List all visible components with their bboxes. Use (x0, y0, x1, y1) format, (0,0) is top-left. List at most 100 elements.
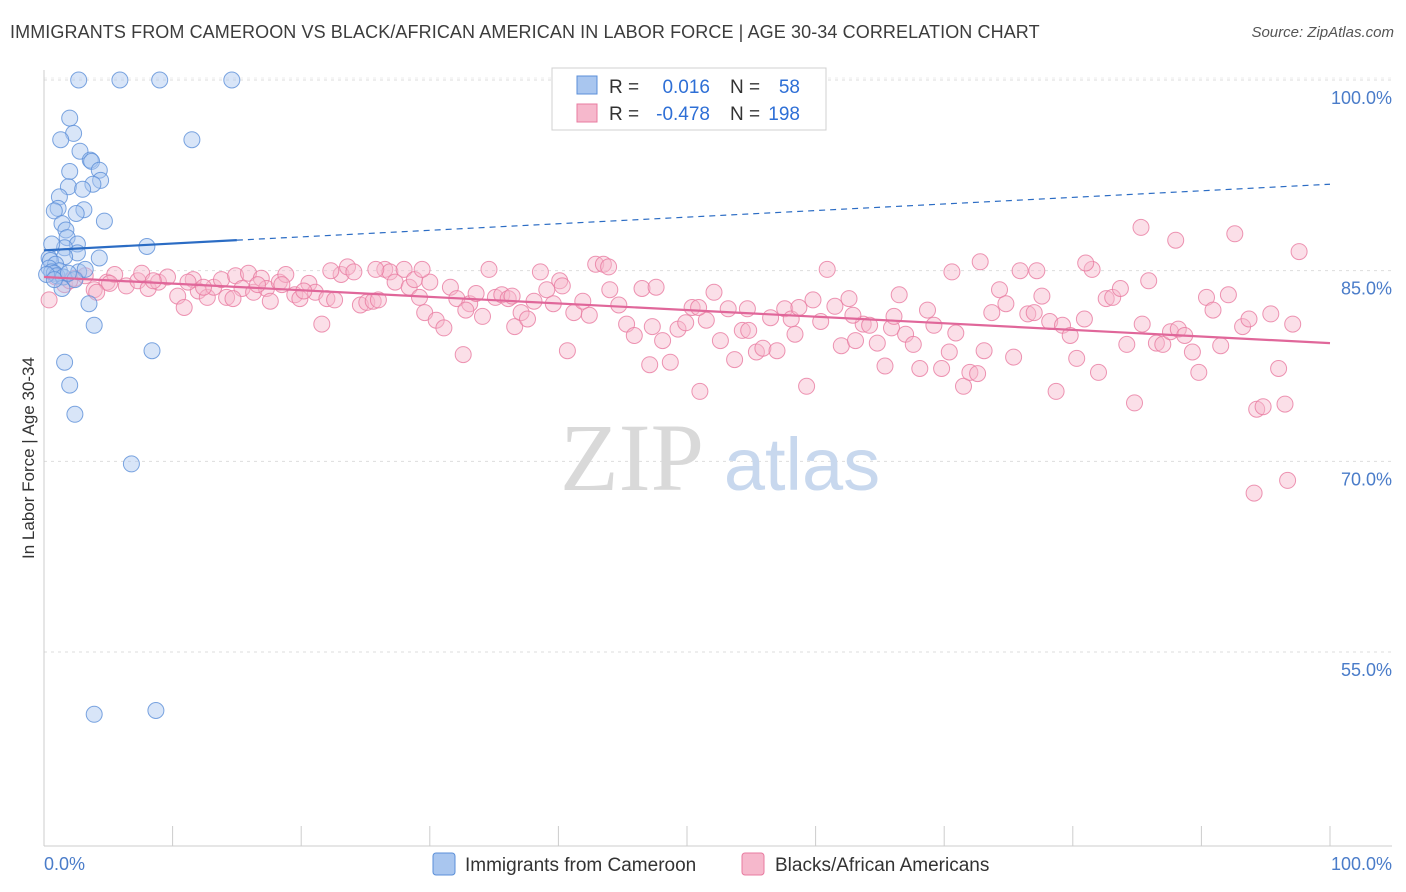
data-point-pink (1075, 310, 1093, 328)
data-point-blue (92, 171, 110, 189)
legend-n-label-blue: N = (730, 77, 760, 98)
y-tick-label: 55.0% (1341, 660, 1392, 680)
data-point-blue (66, 405, 84, 423)
data-point-pink (1047, 382, 1065, 400)
bottom-legend-swatch-blue (432, 852, 456, 876)
data-point-pink (691, 382, 709, 400)
data-point-pink (1011, 262, 1029, 280)
data-point-pink (345, 263, 363, 281)
data-point-blue (223, 71, 241, 89)
data-point-pink (1167, 231, 1185, 249)
data-point-pink (195, 278, 212, 296)
data-point-pink (1212, 337, 1230, 355)
data-point-pink (1068, 349, 1086, 367)
data-point-pink (198, 288, 216, 306)
data-point-pink (519, 310, 536, 328)
data-point-pink (600, 258, 618, 276)
trendline-pink (43, 275, 1331, 345)
data-point-pink (625, 327, 643, 344)
data-point-pink (762, 309, 780, 327)
data-point-pink (1219, 286, 1237, 304)
data-point-blue (143, 342, 161, 360)
data-point-pink (1190, 363, 1208, 381)
source-label: Source: ZipAtlas.com (1251, 24, 1394, 41)
data-point-pink (786, 325, 804, 343)
data-point-blue (183, 131, 201, 149)
data-point-pink (997, 295, 1015, 313)
data-point-pink (421, 273, 439, 291)
data-point-pink (551, 272, 569, 290)
bottom-legend: Immigrants from Cameroon Blacks/African … (432, 852, 989, 876)
data-point-pink (1097, 290, 1115, 308)
data-point-pink (661, 353, 679, 371)
legend-r-value-pink: -0.478 (656, 104, 710, 125)
data-point-blue (45, 271, 63, 289)
data-point-pink (969, 365, 987, 383)
data-point-pink (876, 357, 894, 375)
data-point-pink (719, 300, 737, 318)
data-point-pink (633, 280, 651, 297)
data-point-pink (943, 263, 961, 281)
data-point-pink (890, 286, 908, 304)
data-point-blue (56, 353, 74, 371)
y-axis-label: In Labor Force | Age 30-34 (19, 357, 38, 559)
data-point-blue (95, 212, 113, 230)
data-point-pink (798, 377, 816, 395)
legend-r-label-pink: R = (609, 104, 639, 125)
data-point-pink (1132, 218, 1150, 236)
watermark-zip: ZIP (560, 404, 704, 511)
data-point-pink (213, 271, 230, 289)
y-tick-label: 70.0% (1341, 469, 1392, 489)
data-point-pink (1262, 305, 1280, 323)
data-point-pink (768, 342, 786, 360)
legend-frame (551, 67, 827, 131)
data-point-pink (726, 351, 744, 369)
data-point-pink (826, 297, 844, 315)
data-point-pink (601, 281, 619, 299)
data-point-pink (610, 296, 628, 314)
data-point-pink (1118, 335, 1136, 353)
data-point-pink (1061, 327, 1079, 344)
data-point-pink (705, 283, 723, 301)
legend-n-value-blue: 58 (779, 77, 800, 98)
data-point-pink (740, 321, 758, 339)
data-point-pink (1090, 363, 1107, 381)
data-point-pink (1025, 304, 1043, 322)
data-point-pink (1077, 254, 1095, 272)
data-point-pink (1279, 471, 1297, 489)
data-point-pink (175, 299, 193, 316)
data-point-pink (457, 301, 475, 319)
data-point-pink (531, 263, 549, 281)
data-point-blue (75, 201, 93, 219)
trendline-blue (43, 239, 237, 252)
data-point-blue (58, 229, 76, 247)
bottom-legend-swatch-pink (741, 852, 765, 876)
data-point-pink (594, 255, 612, 273)
data-point-pink (1245, 484, 1263, 502)
data-point-pink (975, 342, 993, 360)
data-point-pink (844, 306, 862, 324)
data-point-blue (61, 109, 79, 127)
data-point-pink (381, 263, 399, 281)
data-point-blue (90, 249, 108, 267)
data-point-pink (1133, 315, 1151, 333)
data-point-pink (911, 360, 929, 377)
data-point-pink (641, 356, 659, 374)
trendlines (43, 183, 1331, 345)
data-point-pink (643, 318, 661, 336)
data-point-pink (1083, 260, 1101, 278)
data-point-pink (261, 292, 279, 310)
data-point-pink (395, 260, 413, 278)
legend-r-value-blue: 0.016 (662, 77, 710, 98)
trendline-blue-extension (236, 183, 1331, 241)
data-point-blue (43, 235, 61, 253)
data-point-blue (80, 295, 98, 313)
data-point-pink (1240, 310, 1258, 328)
data-point-pink (1111, 280, 1129, 297)
data-point-pink (1270, 360, 1288, 377)
data-point-pink (159, 268, 176, 286)
data-point-blue (151, 71, 169, 89)
data-point-blue (111, 71, 129, 89)
data-point-blue (84, 175, 102, 193)
legend-swatch-blue (576, 75, 598, 95)
